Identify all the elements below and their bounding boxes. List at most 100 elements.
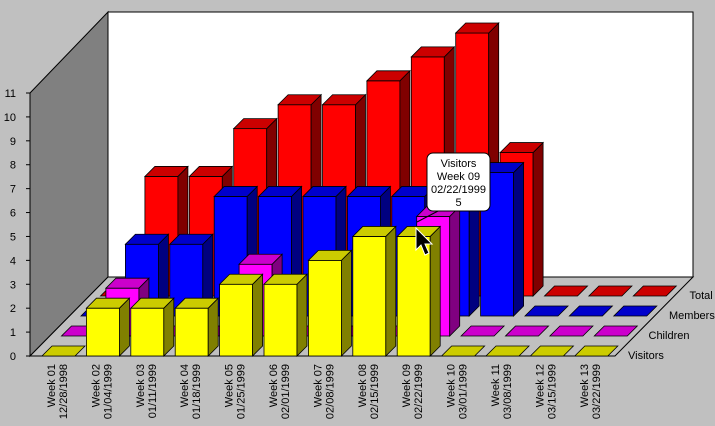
bar — [168, 233, 214, 317]
bar-top — [277, 94, 323, 106]
bar — [41, 345, 86, 357]
bar — [593, 325, 639, 337]
bar-front — [174, 307, 209, 357]
legend-label: Children — [649, 330, 690, 342]
y-tick-label: 11 — [5, 88, 16, 100]
x-tick-label: Week 09 — [401, 364, 413, 407]
bar-side — [385, 225, 397, 357]
x-tick-label: 02/01/1999 — [280, 364, 292, 419]
bar-top — [612, 305, 658, 317]
bar-top — [104, 277, 150, 289]
x-tick-label: Week 11 — [490, 364, 502, 406]
bar-top — [573, 345, 619, 357]
bar-top — [307, 249, 353, 261]
x-tick-label: 12/28/1998 — [58, 364, 70, 419]
legend-label: Total — [690, 290, 713, 302]
bar-top — [85, 297, 131, 309]
bar-top — [218, 273, 264, 285]
bar — [543, 285, 589, 297]
bar-top — [593, 325, 639, 337]
bar — [174, 297, 220, 357]
x-tick-label: 03/22/1999 — [591, 364, 603, 419]
y-tick-label: 0 — [10, 351, 16, 363]
bar — [568, 305, 614, 317]
bar-side — [296, 273, 308, 357]
x-tick-label: 03/15/1999 — [546, 364, 558, 419]
bar-front — [130, 307, 165, 357]
bar-top — [548, 325, 594, 337]
x-tick-label: Week 01 — [46, 364, 58, 407]
x-tick-label: Week 13 — [579, 364, 591, 407]
bar-side — [449, 205, 461, 337]
tooltip-box — [426, 152, 491, 212]
tooltip-line: 02/22/1999 — [431, 184, 486, 196]
bar-top — [568, 305, 614, 317]
bar-top — [410, 46, 456, 58]
bar-side — [429, 225, 441, 357]
tooltip-line: Visitors — [441, 158, 477, 170]
bar — [632, 285, 678, 297]
bar-top — [257, 186, 303, 197]
bar-top — [168, 233, 214, 245]
y-tick-label: 4 — [10, 255, 16, 267]
bar-top — [129, 297, 175, 309]
bar-top — [174, 297, 220, 309]
bar-front — [396, 236, 431, 357]
y-tick-label: 3 — [10, 279, 16, 291]
bar-top — [213, 186, 259, 197]
bar-front — [219, 283, 254, 357]
bar — [396, 225, 442, 357]
bar-front — [352, 236, 387, 357]
bar-top — [41, 345, 86, 357]
cursor — [415, 226, 434, 256]
bar-top — [543, 285, 589, 297]
y-tick-label: 7 — [10, 184, 16, 196]
bar — [524, 305, 569, 317]
y-tick-label: 5 — [10, 231, 16, 243]
legend-label: Members — [669, 310, 715, 322]
bar — [307, 249, 353, 357]
bar-side — [340, 249, 352, 357]
bar-side — [532, 141, 544, 297]
x-tick-label: Week 07 — [312, 364, 324, 407]
bar — [351, 225, 397, 357]
bar — [548, 325, 594, 337]
x-tick-label: 01/11/1999 — [147, 364, 159, 418]
bar-top — [365, 70, 411, 82]
x-tick-label: 02/15/1999 — [369, 364, 381, 419]
bar-top — [188, 166, 234, 177]
x-tick-label: Week 03 — [135, 364, 147, 407]
bar — [504, 325, 550, 337]
x-tick-label: 02/22/1999 — [413, 364, 425, 419]
bar-top — [263, 273, 308, 285]
bar-top — [504, 325, 550, 337]
bars — [41, 22, 678, 357]
bar — [612, 305, 658, 317]
bar-top — [440, 345, 486, 357]
y-tick-label: 1 — [10, 327, 16, 339]
bar-top — [124, 233, 170, 245]
bar — [129, 297, 175, 357]
bar-top — [454, 22, 500, 34]
bar-top — [587, 285, 633, 297]
bar-top — [499, 142, 545, 153]
bar — [263, 273, 308, 357]
y-tick-label: 2 — [10, 303, 16, 315]
x-tick-label: Week 04 — [179, 364, 191, 407]
bar-side — [513, 161, 524, 317]
bar — [479, 161, 525, 317]
bar-top — [321, 94, 367, 106]
bar-side — [252, 273, 264, 357]
bar-front — [263, 283, 298, 357]
x-tick-label: 02/08/1999 — [324, 364, 336, 419]
x-tick-label: Week 05 — [224, 364, 236, 407]
bar — [485, 345, 530, 357]
bar-top — [529, 345, 575, 357]
bar-front — [86, 307, 120, 357]
bar-top — [232, 118, 278, 130]
bar — [573, 345, 619, 357]
bar-top — [143, 166, 189, 177]
tooltip-line: 5 — [455, 197, 461, 209]
